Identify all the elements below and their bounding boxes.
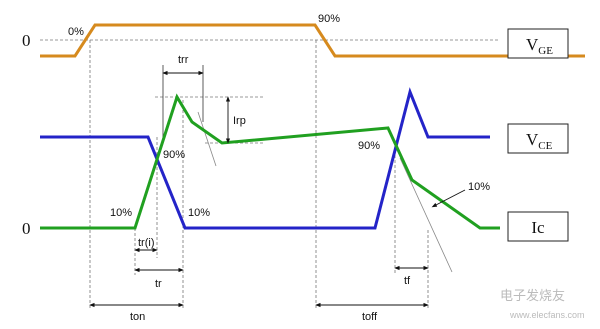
annotation: 0% <box>68 26 84 38</box>
annotation: 90% <box>318 13 340 25</box>
arrow <box>431 189 466 208</box>
annotation: 90% <box>163 149 185 161</box>
vce-waveform <box>40 87 490 230</box>
reference-lines <box>40 39 500 310</box>
tangent <box>197 111 217 167</box>
level-label: 0 <box>22 31 31 50</box>
vge-waveform <box>40 23 585 58</box>
level-label: 0 <box>22 219 31 238</box>
interval-label: toff <box>362 311 378 323</box>
tangent <box>399 157 453 273</box>
annotation: 10% <box>468 181 490 193</box>
interval-label: tr(i) <box>138 237 155 249</box>
watermark: www.elecfans.com <box>509 310 585 320</box>
label-sub: CE <box>538 140 552 152</box>
label-main: V <box>526 130 539 149</box>
interval-arrows <box>89 70 466 308</box>
label-sub: GE <box>538 45 553 57</box>
interval-label: tf <box>404 275 411 287</box>
watermark: 电子发烧友 <box>500 288 565 303</box>
annotation: Irp <box>233 115 246 127</box>
interval-label: tr <box>155 278 162 290</box>
interval-label: ton <box>130 311 145 323</box>
box <box>507 211 569 242</box>
annotation: 10% <box>188 207 210 219</box>
box <box>507 123 569 154</box>
ic-label: Ic <box>531 218 545 237</box>
vge-label: VGE <box>526 35 553 57</box>
vce-label: VCE <box>526 130 553 152</box>
label-main: V <box>526 35 539 54</box>
annotation: trr <box>178 54 189 66</box>
box <box>507 28 569 59</box>
signal-boxes: VGE VCE Ic <box>507 28 569 242</box>
annotation: 90% <box>358 140 380 152</box>
annotation: 10% <box>110 207 132 219</box>
ic-waveform <box>40 93 500 230</box>
